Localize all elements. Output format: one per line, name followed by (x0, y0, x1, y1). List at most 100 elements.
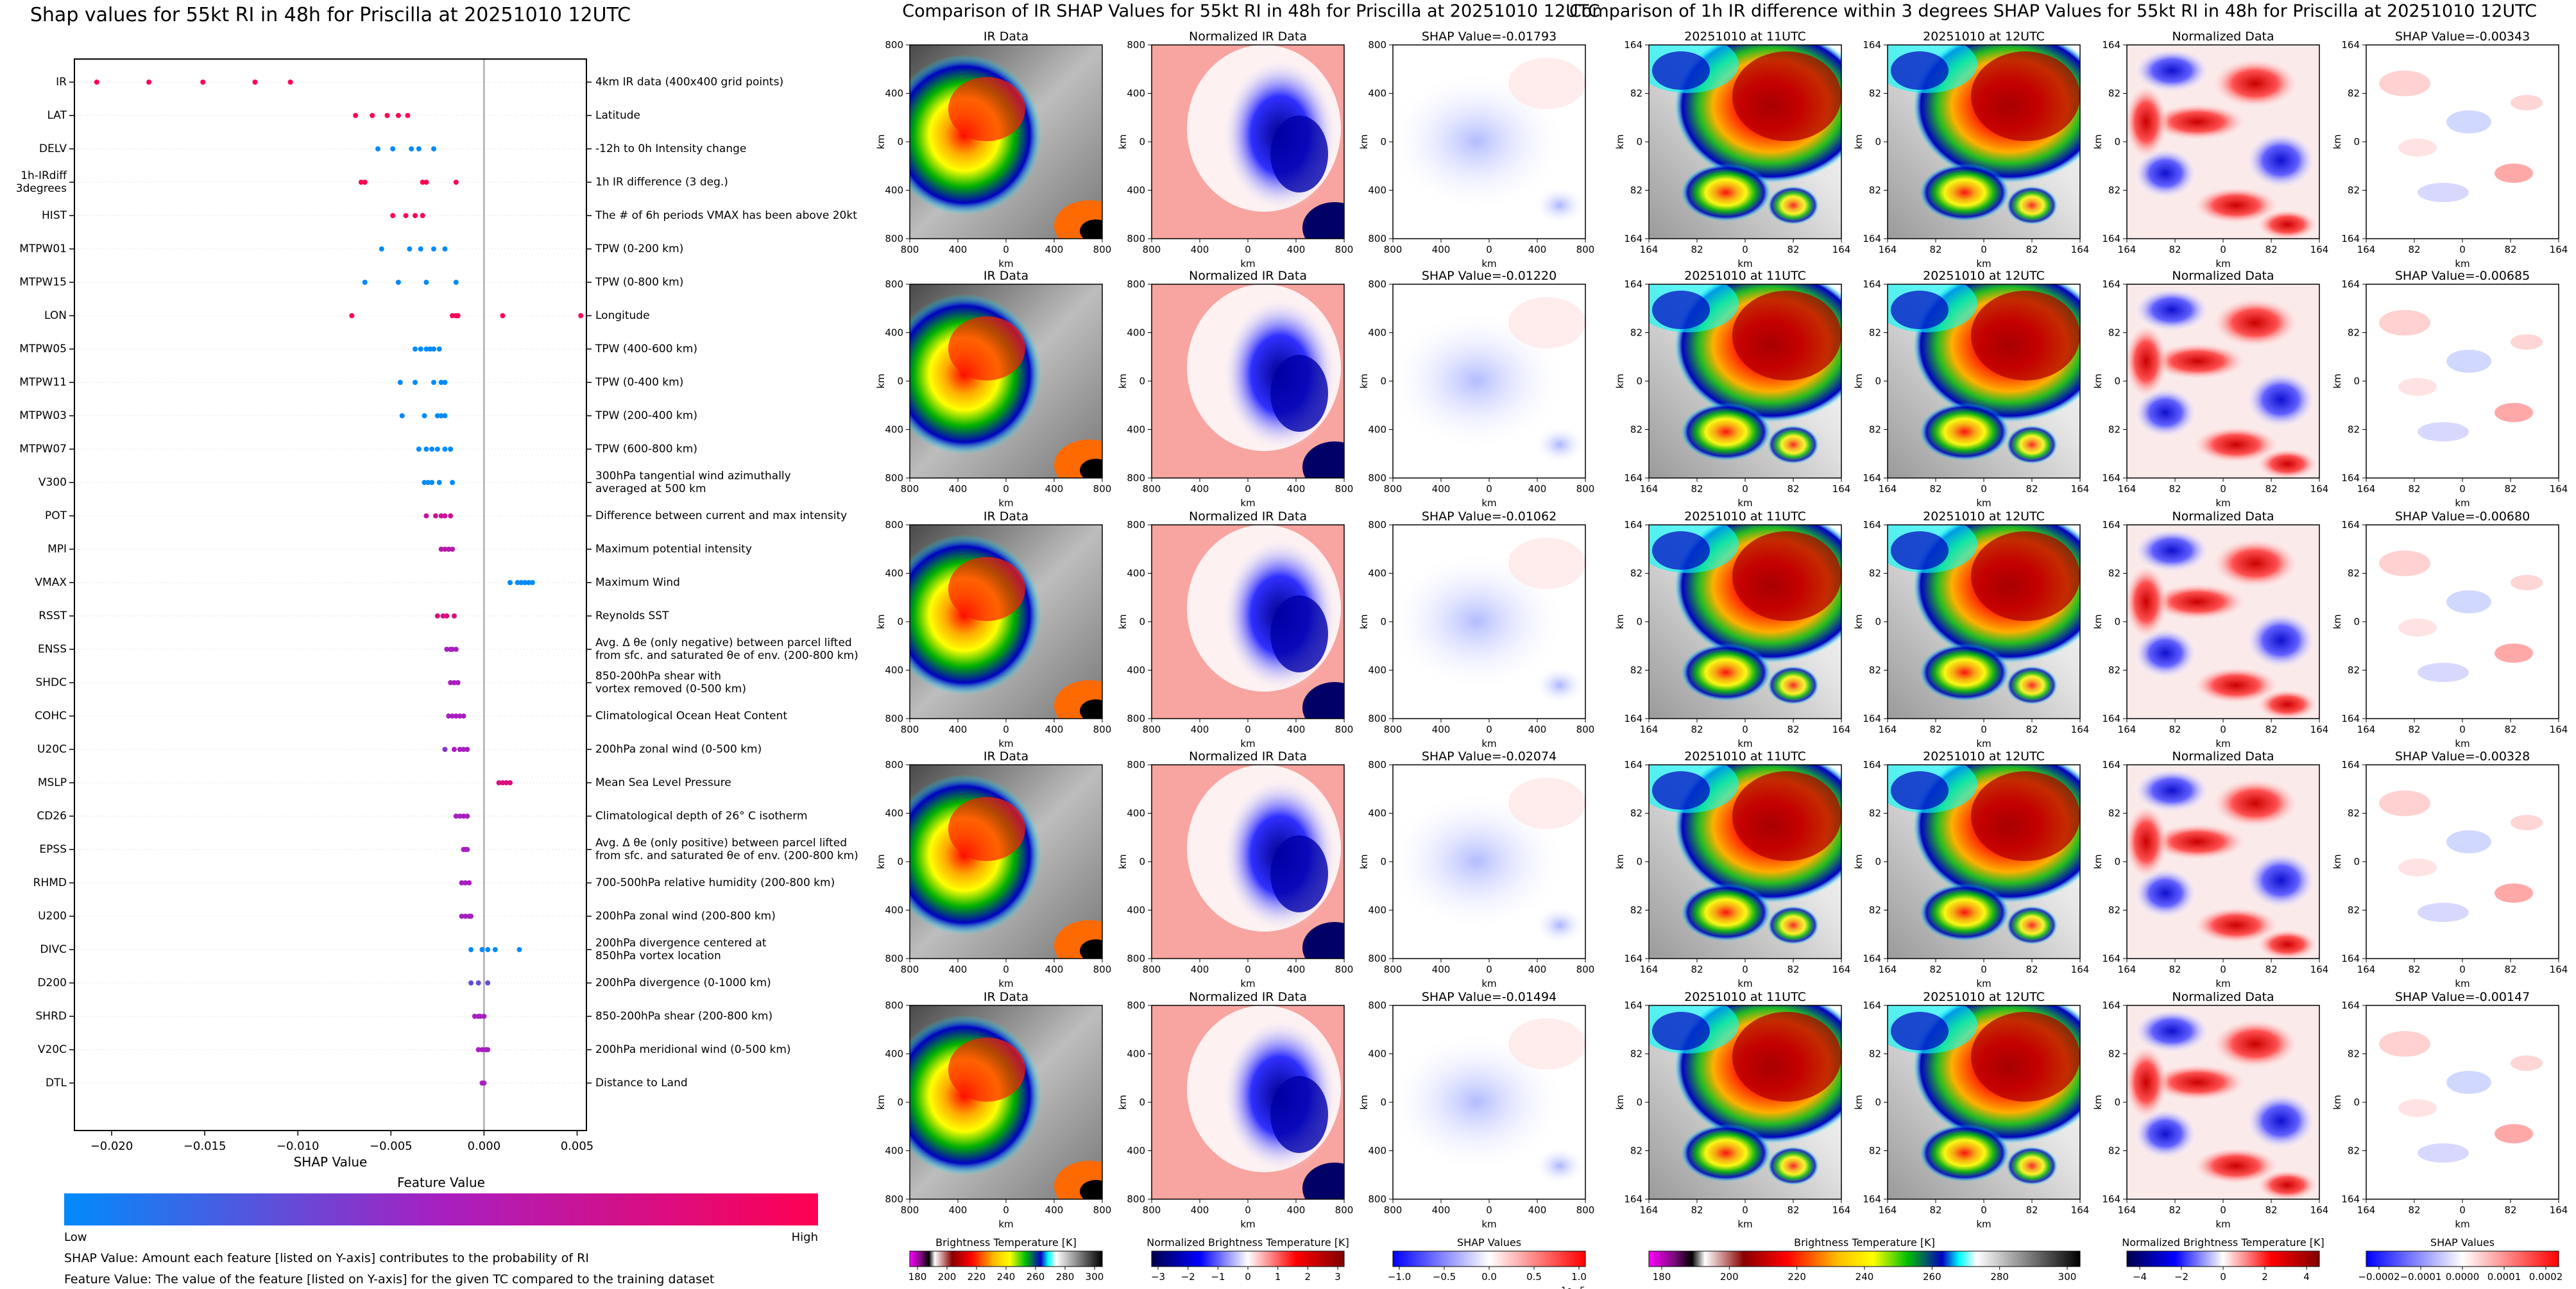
diff-frame-title: 20251010 at 11UTC (1684, 269, 1806, 283)
panel-y-tick-label: 164 (2341, 1193, 2360, 1205)
panel-x-label: km (998, 497, 1013, 509)
diff-shap-value-title: SHAP Value=-0.00680 (2395, 509, 2530, 524)
panel-y-tick-label: 400 (1368, 568, 1386, 579)
x-axis-label: SHAP Value (294, 1154, 368, 1170)
ir-frame-image (1888, 1005, 2080, 1199)
panel-y-label: km (1853, 373, 1864, 388)
svg-text:VMAX: VMAX (35, 576, 67, 589)
diff-frame-title: 20251010 at 11UTC (1684, 30, 1806, 44)
panel-x-tick-label: 164 (2118, 244, 2137, 255)
shap-point (578, 313, 584, 318)
panel-y-label: km (2332, 1095, 2343, 1109)
panel-x-tick-label: 0 (1981, 724, 1987, 735)
panel-x-tick-label: 82 (2504, 724, 2516, 735)
colorbar-tick-label: 260 (1923, 1271, 1941, 1283)
shap-point (431, 146, 437, 151)
diff-frame-title: 20251010 at 11UTC (1684, 509, 1806, 524)
shap-point (200, 80, 206, 85)
panel-x-tick-label: 164 (2550, 483, 2568, 495)
panel-y-tick-label: 82 (1630, 665, 1642, 676)
panel-x-tick-label: 0 (1981, 483, 1987, 495)
panel-y-tick-label: 800 (1127, 713, 1145, 724)
panel-x-tick-label: 0 (1003, 483, 1009, 495)
shap-point (500, 313, 506, 318)
panel-x-tick-label: 400 (1528, 964, 1547, 975)
panel-y-tick-label: 82 (2108, 905, 2120, 916)
panel-x-tick-label: 164 (1832, 483, 1851, 495)
feature-description: 200hPa divergence (0-1000 km) (595, 977, 771, 989)
colorbar (2126, 1251, 2320, 1267)
feature-description: Maximum Wind (595, 576, 680, 589)
shap-point (431, 380, 437, 385)
panel-x-tick-label: 800 (1143, 1204, 1161, 1216)
panel-x-tick-label: 400 (1045, 1204, 1064, 1216)
svg-text:D200: D200 (37, 977, 67, 989)
diff-shap-image (2366, 284, 2559, 478)
svg-text:TPW (0-200 km): TPW (0-200 km) (595, 243, 683, 255)
panel-y-label: km (875, 854, 887, 869)
shap-point (508, 780, 513, 785)
panel-x-label: km (1240, 497, 1255, 509)
ir-data-image (910, 45, 1102, 239)
panel-y-tick-label: 164 (2102, 39, 2120, 51)
diff-shap-image (2366, 1005, 2559, 1199)
colorbar-tick-label: 1.0 (1571, 1271, 1587, 1283)
panel-x-tick-label: 0 (1742, 1204, 1748, 1216)
panel-y-tick-label: 82 (2348, 905, 2360, 916)
colorbar-low-label: Low (64, 1231, 87, 1244)
shap-point (451, 747, 457, 752)
panel-y-label: km (1614, 854, 1626, 869)
panel-x-tick-label: 164 (2118, 483, 2137, 495)
panel-y-tick-label: 800 (1368, 713, 1386, 724)
panel-y-label: km (2092, 134, 2104, 149)
panel-x-tick-label: 400 (949, 244, 968, 255)
panel-x-tick-label: 400 (1287, 1204, 1306, 1216)
normalized-ir-title: Normalized IR Data (1189, 749, 1307, 764)
panel-x-tick-label: 0 (2220, 244, 2226, 255)
panel-y-label: km (1614, 134, 1626, 149)
beeswarm-frame (74, 58, 587, 1131)
panel-y-tick-label: 400 (885, 905, 903, 916)
panel-y-tick-label: 82 (2108, 1145, 2120, 1157)
ir-data-title: IR Data (984, 990, 1028, 1004)
panel-x-tick-label: 82 (2265, 724, 2277, 735)
feature-label: LON (44, 309, 67, 322)
colorbar-tick-label: 0.0000 (2446, 1271, 2480, 1283)
colorbar-tick-label: −0.5 (1433, 1271, 1456, 1283)
panel-x-tick-label: 164 (2357, 1204, 2376, 1216)
shap-point (429, 447, 435, 452)
shap-point (403, 213, 409, 218)
panel-y-tick-label: 400 (1127, 424, 1145, 436)
panel-y-tick-label: 0 (2353, 856, 2360, 867)
colorbar-tick-label: 2 (1305, 1271, 1311, 1283)
panel-y-label: km (2332, 854, 2343, 869)
shap-point (418, 246, 423, 252)
panel-y-tick-label: 400 (885, 327, 903, 339)
shap-point (405, 113, 411, 118)
svg-text:Avg. Δ θe (only positive) betw: Avg. Δ θe (only positive) between parcel… (595, 837, 847, 849)
feature-label: MTPW05 (19, 343, 67, 355)
feature-label: MTPW07 (19, 443, 67, 456)
panel-y-tick-label: 164 (1863, 713, 1881, 724)
panel-y-tick-label: 82 (1630, 424, 1642, 436)
panel-x-tick-label: 82 (1929, 724, 1941, 735)
feature-label: MPI (47, 543, 67, 556)
panel-x-tick-label: 82 (1787, 964, 1799, 975)
diff-shap-image (2366, 525, 2559, 719)
colorbar-tick-label: 0.0001 (2487, 1271, 2521, 1283)
normalized-diff-title: Normalized Data (2172, 509, 2274, 524)
feature-description: Climatological depth of 26° C isotherm (595, 810, 808, 823)
panel-x-label: km (998, 258, 1013, 269)
panel-y-tick-label: 164 (2341, 713, 2360, 724)
shap-point (453, 180, 459, 185)
shap-point (466, 880, 472, 885)
shap-point (485, 980, 491, 986)
shap-point (504, 780, 509, 785)
panel-x-tick-label: 400 (1432, 483, 1451, 495)
panel-y-tick-label: 400 (1368, 88, 1386, 99)
panel-x-tick-label: 800 (901, 964, 919, 975)
ir-data-image (910, 1005, 1102, 1199)
panel-y-tick-label: 164 (1863, 278, 1881, 290)
ir-frame-image (1888, 765, 2080, 959)
panel-x-tick-label: 800 (1143, 724, 1161, 735)
